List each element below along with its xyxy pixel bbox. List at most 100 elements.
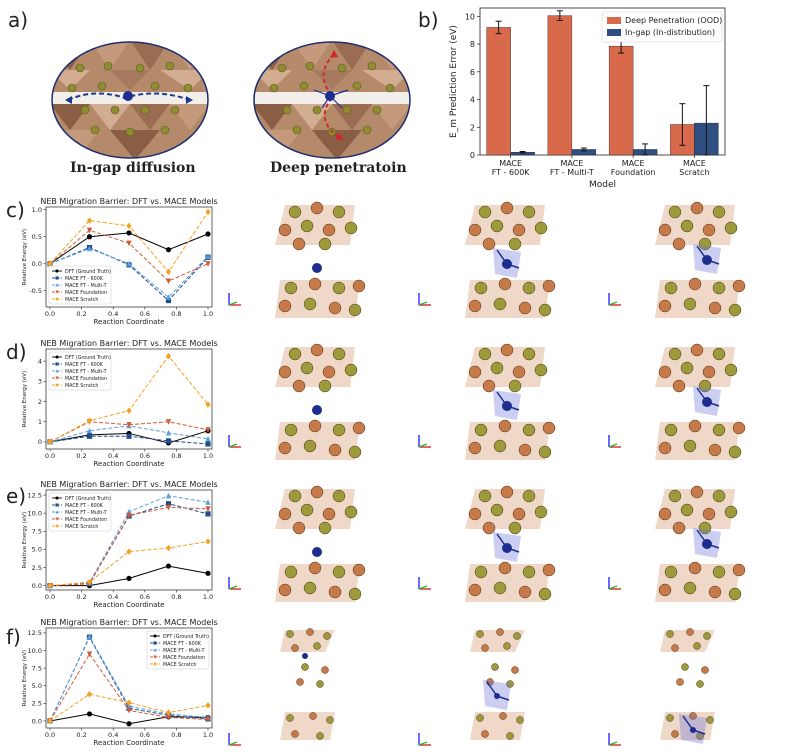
- atom: [512, 507, 526, 521]
- atom: [668, 205, 682, 219]
- atom: [316, 732, 324, 740]
- atom: [680, 503, 694, 517]
- data-point: [86, 433, 93, 439]
- atom: [292, 237, 306, 251]
- atom: [522, 489, 536, 503]
- atom: [322, 223, 336, 237]
- atom: [468, 583, 482, 597]
- atom: [503, 642, 511, 650]
- atom: [732, 563, 746, 577]
- data-point: [55, 290, 59, 294]
- atom: [671, 730, 679, 738]
- migrating-atom: [702, 397, 712, 407]
- atom: [708, 443, 722, 457]
- chart-title: NEB Migration Barrier: DFT vs. MACE Mode…: [40, 197, 217, 206]
- atom: [512, 365, 526, 379]
- x-tick-label: 0.0: [45, 452, 55, 460]
- data-point: [126, 703, 132, 709]
- data-point: [205, 716, 211, 723]
- atom: [468, 507, 482, 521]
- atom: [534, 221, 548, 235]
- data-point: [55, 376, 59, 380]
- atom: [348, 587, 362, 601]
- atom: [284, 423, 298, 437]
- data-point: [126, 222, 132, 230]
- data-point: [153, 634, 157, 638]
- atom: [516, 716, 524, 724]
- atom: [702, 365, 716, 379]
- legend-label: MACE Scratch: [65, 297, 98, 303]
- atom: [322, 507, 336, 521]
- atom: [693, 642, 701, 650]
- data-point: [153, 641, 157, 645]
- data-point: [55, 362, 59, 366]
- atom: [296, 678, 304, 686]
- data-point: [86, 633, 93, 640]
- atom: [511, 666, 519, 674]
- coordinate-axes: [608, 435, 621, 448]
- coordinate-axes: [418, 733, 431, 746]
- legend-label: MACE Scratch: [163, 662, 196, 668]
- x-tick-label: 0.2: [76, 452, 86, 460]
- y-axis-label: Relative Energy (eV): [22, 371, 28, 427]
- x-axis-label: Model: [589, 180, 616, 190]
- panel-d-label: d): [6, 340, 27, 364]
- atom: [278, 507, 292, 521]
- atom: [288, 489, 302, 503]
- atom: [482, 379, 496, 393]
- atom: [658, 583, 672, 597]
- atom: [513, 632, 521, 640]
- atom: [680, 219, 694, 233]
- atom: [518, 301, 532, 315]
- x-axis-label: Reaction Coordinate: [93, 318, 164, 326]
- plot-frame: [45, 348, 213, 450]
- legend-label: In-gap (In-distribution): [625, 28, 715, 37]
- atom: [658, 441, 672, 455]
- coordinate-axes: [228, 733, 241, 746]
- atom: [498, 561, 512, 575]
- migrating-atom: [502, 543, 512, 553]
- data-point: [126, 575, 132, 582]
- legend-label: MACE FT - Multi-T: [65, 283, 107, 289]
- atom: [680, 361, 694, 375]
- series-line: [49, 693, 209, 722]
- in-gap-caption: In-gap diffusion: [70, 160, 196, 176]
- data-point: [47, 717, 53, 725]
- x-tick-label: 0.4: [108, 452, 118, 460]
- y-axis: [228, 301, 238, 306]
- x-tick-label: 0.0: [45, 310, 55, 318]
- x-tick-label: 1.0: [203, 731, 213, 739]
- y-axis: [608, 443, 618, 448]
- atom: [328, 585, 342, 599]
- y-tick-label: 10.0: [28, 647, 42, 655]
- atom: [724, 221, 738, 235]
- atom: [303, 297, 317, 311]
- atom: [500, 343, 514, 357]
- atom: [728, 303, 742, 317]
- legend-label: MACE Foundation: [65, 376, 107, 382]
- structure-snapshot: [465, 201, 556, 318]
- atom: [323, 632, 331, 640]
- data-point: [153, 662, 157, 666]
- atom: [322, 365, 336, 379]
- atom: [286, 630, 294, 638]
- atom: [490, 219, 504, 233]
- atom: [688, 561, 702, 575]
- atom: [309, 712, 317, 720]
- data-point: [205, 401, 211, 408]
- atom: [542, 563, 556, 577]
- atom: [318, 521, 332, 535]
- series-line: [49, 506, 209, 587]
- atom: [498, 419, 512, 433]
- y-axis-label: Relative Energy (eV): [22, 650, 28, 706]
- y-tick-label: 1: [38, 418, 42, 426]
- neb-chart-f: NEB Migration Barrier: DFT vs. MACE Mode…: [22, 618, 218, 747]
- atom: [490, 361, 504, 375]
- atom: [500, 201, 514, 215]
- data-point: [165, 492, 172, 499]
- y-tick-label: 7.5: [32, 528, 42, 536]
- atom: [478, 205, 492, 219]
- data-point: [126, 240, 132, 247]
- deep-penetration-caption: Deep penetratoin: [270, 160, 407, 176]
- atom: [468, 365, 482, 379]
